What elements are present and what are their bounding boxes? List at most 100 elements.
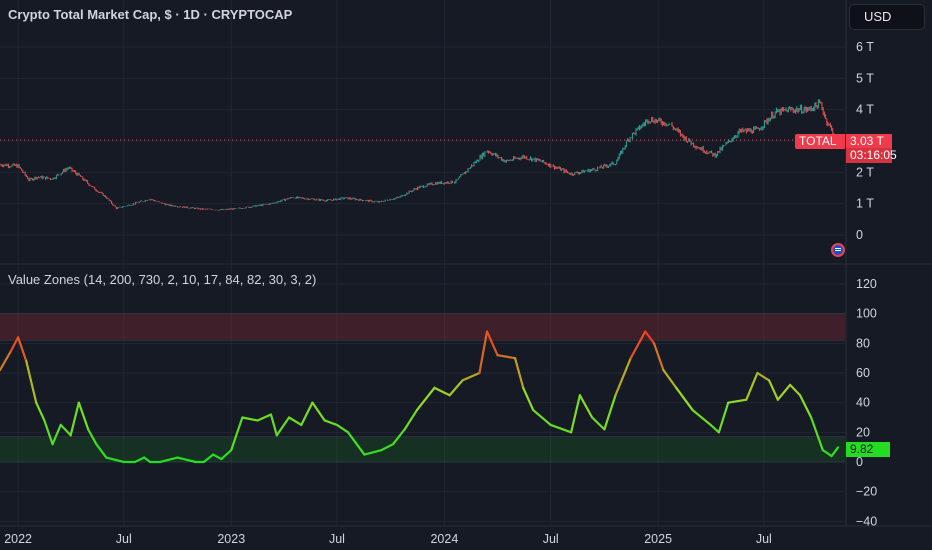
price-axis-label: 4 T: [856, 103, 874, 117]
value-zones-line-segment: [287, 416, 303, 427]
value-zones-line-segment: [830, 446, 840, 458]
value-zones-line-segment: [220, 449, 233, 461]
value-zones-line-segment: [212, 453, 223, 461]
value-zones-line-segment: [17, 336, 28, 363]
value-zones-line-segment: [323, 419, 339, 427]
value-zones-line-segment: [300, 401, 314, 427]
value-zones-line-segment: [35, 401, 46, 422]
value-zones-line-segment: [461, 371, 481, 382]
value-zones-line-segment: [0, 349, 13, 372]
value-zones-line-segment: [87, 428, 98, 446]
price-axis-label: 6 T: [856, 40, 874, 54]
value-zones-line-segment: [522, 386, 535, 412]
value-zones-line-segment: [709, 423, 720, 434]
value-zones-line-segment: [256, 413, 273, 422]
value-zones-line-segment: [675, 386, 694, 412]
value-zones-line-segment: [202, 453, 215, 464]
value-zones-line-segment: [727, 398, 748, 404]
value-zones-line-segment: [485, 330, 499, 357]
value-zones-line-segment: [9, 336, 20, 352]
time-axis-label: Jul: [543, 532, 559, 546]
time-axis-label: Jul: [329, 532, 345, 546]
price-axis-label: 5 T: [856, 71, 874, 85]
indicator-title[interactable]: Value Zones (14, 200, 730, 2, 10, 17, 84…: [8, 272, 317, 287]
time-axis-label: 2023: [217, 532, 245, 546]
us-flag-icon[interactable]: [831, 243, 845, 257]
indicator-value-tag: 9.82: [846, 442, 890, 457]
value-zones-line-segment: [230, 416, 244, 452]
indicator-axis-label: 0: [856, 455, 863, 469]
value-zones-line-segment: [570, 394, 581, 434]
value-zones-line-segment: [69, 401, 80, 437]
value-zones-line-segment: [821, 449, 833, 458]
value-zones-line-segment: [269, 413, 278, 437]
indicator-axis-label: 100: [856, 307, 877, 321]
value-zones-line-segment: [335, 423, 350, 434]
indicator-axis-label: 20: [856, 425, 870, 439]
value-zones-line-segment: [77, 401, 90, 431]
value-zones-line-segment: [717, 401, 730, 434]
value-zones-line-segment: [133, 456, 146, 464]
value-zones-line-segment: [810, 416, 824, 452]
value-zones-line-segment: [158, 456, 179, 464]
value-zones-line-segment: [311, 401, 326, 422]
value-zones-line-segment: [346, 431, 366, 456]
value-zones-line-segment: [745, 371, 759, 401]
value-zones-line-segment: [591, 416, 606, 431]
time-axis-label: 2022: [4, 532, 32, 546]
value-zones-line-segment: [578, 394, 594, 419]
price-axis-label: 2 T: [856, 165, 874, 179]
time-axis-label: Jul: [116, 532, 132, 546]
indicator-axis-label: 80: [856, 336, 870, 350]
value-zones-line-segment: [143, 456, 152, 464]
chart-title: Crypto Total Market Cap, $ · 1D · CRYPTO…: [8, 7, 293, 22]
value-zones-line-segment: [448, 379, 464, 397]
value-zones-line-segment: [95, 443, 108, 459]
value-zones-line-segment: [433, 386, 451, 397]
value-zones-line-segment: [478, 330, 489, 375]
value-zones-line-segment: [363, 449, 383, 456]
value-zones-line-segment: [662, 368, 678, 389]
value-zones-line-segment: [403, 408, 419, 431]
value-zones-line-segment: [691, 408, 712, 427]
value-zones-line-segment: [532, 408, 552, 427]
value-zones-line-segment: [241, 416, 259, 422]
value-zones-line-segment: [513, 357, 525, 389]
indicator-axis-label: −20: [856, 485, 877, 499]
value-zones-line-segment: [789, 383, 802, 397]
value-zones-line-segment: [391, 428, 406, 446]
value-zones-line-segment: [798, 394, 813, 419]
undervalued-zone-band: [0, 436, 845, 462]
price-axis-label: 1 T: [856, 197, 874, 211]
value-zones-line-segment: [652, 342, 665, 372]
value-zones-line-segment: [549, 423, 573, 434]
value-zones-line-segment: [176, 456, 197, 464]
value-zones-line-segment: [380, 443, 395, 452]
last-price-tag: 3.03 T: [846, 134, 892, 149]
currency-selector-button[interactable]: USD: [849, 4, 925, 30]
series-name-tag: TOTAL: [795, 134, 845, 149]
indicator-axis-label: 40: [856, 396, 870, 410]
value-zones-line-segment: [644, 330, 656, 345]
overvalued-zone-band: [0, 313, 845, 341]
value-zones-line-segment: [25, 360, 38, 404]
value-zones-line-segment: [51, 423, 62, 446]
value-zones-line-segment: [59, 423, 72, 437]
value-zones-line-segment: [756, 371, 771, 382]
time-axis-label: Jul: [756, 532, 772, 546]
value-zones-line-segment: [603, 394, 617, 431]
value-zones-line-segment: [767, 379, 779, 401]
indicator-axis-label: 120: [856, 277, 877, 291]
value-zones-line-segment: [629, 330, 647, 360]
time-axis-label: 2024: [430, 532, 458, 546]
time-axis-label: 2025: [644, 532, 672, 546]
bar-countdown-tag: 03:16:05: [846, 148, 897, 163]
value-zones-line-segment: [275, 416, 291, 437]
value-zones-line-segment: [776, 383, 792, 401]
indicator-axis-label: 60: [856, 366, 870, 380]
value-zones-line-segment: [43, 419, 54, 446]
value-zones-line-segment: [415, 386, 436, 412]
value-zones-line-segment: [614, 357, 632, 397]
